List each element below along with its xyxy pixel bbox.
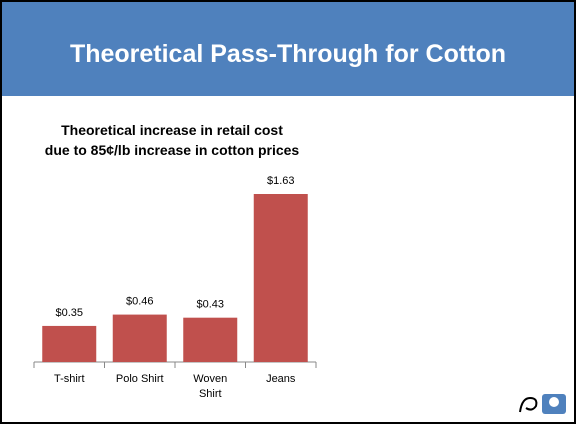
logo-cotton	[519, 396, 538, 413]
x-tick-label: Polo Shirt	[115, 373, 164, 385]
value-label: $0.43	[196, 299, 224, 311]
x-tick-label: Woven Shirt	[193, 373, 228, 400]
bar	[112, 314, 167, 362]
x-tick-label: Jeans	[266, 373, 296, 385]
value-label: $0.46	[126, 296, 154, 308]
logo-mark	[549, 397, 559, 407]
bar	[253, 194, 308, 362]
header: Theoretical Pass-Through for Cotton	[2, 2, 574, 96]
value-label: $1.63	[267, 175, 295, 187]
slide-title: Theoretical Pass-Through for Cotton	[69, 40, 507, 68]
bar	[183, 317, 238, 362]
logo	[519, 394, 566, 414]
chart-title: Theoretical increase in retail cost due …	[44, 122, 300, 158]
x-tick-label: T-shirt	[53, 373, 85, 385]
value-label: $0.35	[55, 307, 83, 319]
bar	[42, 325, 97, 362]
